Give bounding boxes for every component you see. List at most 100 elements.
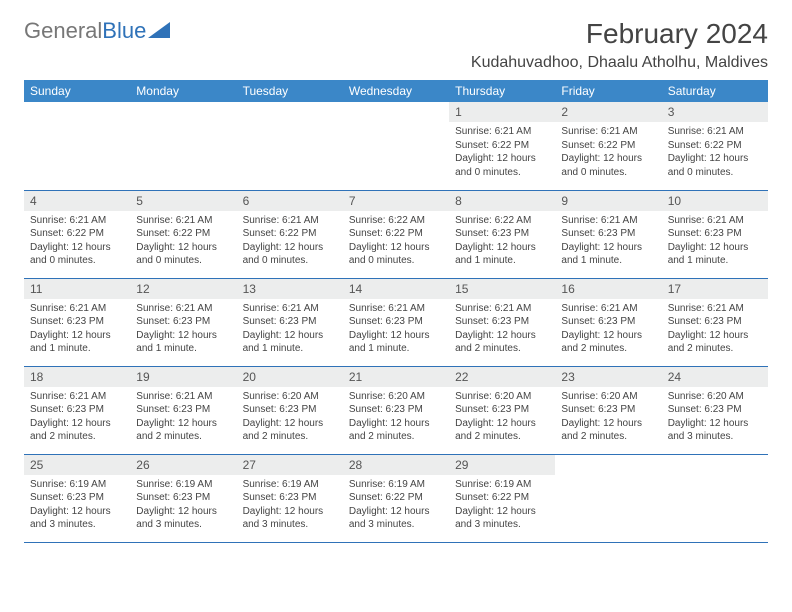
sunset-line: Sunset: 6:22 PM bbox=[668, 139, 762, 153]
daylight-line: Daylight: 12 hours and 3 minutes. bbox=[349, 505, 443, 532]
calendar-day-cell: 22Sunrise: 6:20 AMSunset: 6:23 PMDayligh… bbox=[449, 366, 555, 454]
calendar-day-cell: 20Sunrise: 6:20 AMSunset: 6:23 PMDayligh… bbox=[237, 366, 343, 454]
day-body: Sunrise: 6:19 AMSunset: 6:22 PMDaylight:… bbox=[449, 475, 555, 535]
calendar-day-cell: 14Sunrise: 6:21 AMSunset: 6:23 PMDayligh… bbox=[343, 278, 449, 366]
sunset-line: Sunset: 6:23 PM bbox=[243, 491, 337, 505]
day-number: 13 bbox=[237, 279, 343, 299]
weekday-header: Wednesday bbox=[343, 80, 449, 102]
sunset-line: Sunset: 6:23 PM bbox=[349, 315, 443, 329]
daylight-line: Daylight: 12 hours and 1 minute. bbox=[30, 329, 124, 356]
day-body: Sunrise: 6:22 AMSunset: 6:23 PMDaylight:… bbox=[449, 211, 555, 271]
sunrise-line: Sunrise: 6:21 AM bbox=[136, 214, 230, 228]
day-body: Sunrise: 6:21 AMSunset: 6:23 PMDaylight:… bbox=[24, 387, 130, 447]
daylight-line: Daylight: 12 hours and 2 minutes. bbox=[668, 329, 762, 356]
sunset-line: Sunset: 6:23 PM bbox=[30, 315, 124, 329]
day-number: 2 bbox=[555, 102, 661, 122]
sunset-line: Sunset: 6:22 PM bbox=[30, 227, 124, 241]
daylight-line: Daylight: 12 hours and 2 minutes. bbox=[455, 417, 549, 444]
day-body: Sunrise: 6:21 AMSunset: 6:22 PMDaylight:… bbox=[24, 211, 130, 271]
day-number: 7 bbox=[343, 191, 449, 211]
day-body: Sunrise: 6:20 AMSunset: 6:23 PMDaylight:… bbox=[662, 387, 768, 447]
day-number: 15 bbox=[449, 279, 555, 299]
day-number: 18 bbox=[24, 367, 130, 387]
sunrise-line: Sunrise: 6:19 AM bbox=[136, 478, 230, 492]
sunrise-line: Sunrise: 6:22 AM bbox=[349, 214, 443, 228]
sunrise-line: Sunrise: 6:21 AM bbox=[30, 214, 124, 228]
day-number: 12 bbox=[130, 279, 236, 299]
day-number: 16 bbox=[555, 279, 661, 299]
title-block: February 2024 Kudahuvadhoo, Dhaalu Athol… bbox=[471, 18, 768, 72]
calendar-day-cell: 19Sunrise: 6:21 AMSunset: 6:23 PMDayligh… bbox=[130, 366, 236, 454]
day-body: Sunrise: 6:20 AMSunset: 6:23 PMDaylight:… bbox=[237, 387, 343, 447]
sunset-line: Sunset: 6:23 PM bbox=[561, 227, 655, 241]
sunset-line: Sunset: 6:23 PM bbox=[243, 315, 337, 329]
day-body: Sunrise: 6:19 AMSunset: 6:22 PMDaylight:… bbox=[343, 475, 449, 535]
calendar-day-cell: 8Sunrise: 6:22 AMSunset: 6:23 PMDaylight… bbox=[449, 190, 555, 278]
day-body: Sunrise: 6:21 AMSunset: 6:23 PMDaylight:… bbox=[449, 299, 555, 359]
day-number: 23 bbox=[555, 367, 661, 387]
day-body: Sunrise: 6:21 AMSunset: 6:23 PMDaylight:… bbox=[662, 299, 768, 359]
sunset-line: Sunset: 6:22 PM bbox=[561, 139, 655, 153]
calendar-empty-cell bbox=[555, 454, 661, 542]
sunset-line: Sunset: 6:23 PM bbox=[668, 227, 762, 241]
day-number: 25 bbox=[24, 455, 130, 475]
day-number: 14 bbox=[343, 279, 449, 299]
day-number: 3 bbox=[662, 102, 768, 122]
sunset-line: Sunset: 6:23 PM bbox=[243, 403, 337, 417]
daylight-line: Daylight: 12 hours and 2 minutes. bbox=[30, 417, 124, 444]
day-number: 10 bbox=[662, 191, 768, 211]
daylight-line: Daylight: 12 hours and 3 minutes. bbox=[243, 505, 337, 532]
calendar-day-cell: 15Sunrise: 6:21 AMSunset: 6:23 PMDayligh… bbox=[449, 278, 555, 366]
sunset-line: Sunset: 6:22 PM bbox=[243, 227, 337, 241]
logo-triangle-icon bbox=[148, 22, 170, 40]
day-body: Sunrise: 6:21 AMSunset: 6:23 PMDaylight:… bbox=[130, 387, 236, 447]
brand-part2: Blue bbox=[102, 18, 146, 44]
sunrise-line: Sunrise: 6:22 AM bbox=[455, 214, 549, 228]
sunset-line: Sunset: 6:23 PM bbox=[136, 491, 230, 505]
daylight-line: Daylight: 12 hours and 1 minute. bbox=[668, 241, 762, 268]
sunrise-line: Sunrise: 6:21 AM bbox=[561, 125, 655, 139]
sunrise-line: Sunrise: 6:21 AM bbox=[243, 214, 337, 228]
calendar-day-cell: 27Sunrise: 6:19 AMSunset: 6:23 PMDayligh… bbox=[237, 454, 343, 542]
sunrise-line: Sunrise: 6:19 AM bbox=[30, 478, 124, 492]
day-body: Sunrise: 6:21 AMSunset: 6:23 PMDaylight:… bbox=[237, 299, 343, 359]
day-number: 6 bbox=[237, 191, 343, 211]
calendar-empty-cell bbox=[343, 102, 449, 190]
daylight-line: Daylight: 12 hours and 0 minutes. bbox=[349, 241, 443, 268]
weekday-header: Tuesday bbox=[237, 80, 343, 102]
day-body: Sunrise: 6:20 AMSunset: 6:23 PMDaylight:… bbox=[555, 387, 661, 447]
sunset-line: Sunset: 6:23 PM bbox=[668, 315, 762, 329]
calendar-table: SundayMondayTuesdayWednesdayThursdayFrid… bbox=[24, 80, 768, 543]
day-number: 1 bbox=[449, 102, 555, 122]
daylight-line: Daylight: 12 hours and 2 minutes. bbox=[561, 417, 655, 444]
weekday-header: Friday bbox=[555, 80, 661, 102]
calendar-day-cell: 25Sunrise: 6:19 AMSunset: 6:23 PMDayligh… bbox=[24, 454, 130, 542]
daylight-line: Daylight: 12 hours and 2 minutes. bbox=[455, 329, 549, 356]
day-number: 28 bbox=[343, 455, 449, 475]
month-title: February 2024 bbox=[471, 18, 768, 50]
daylight-line: Daylight: 12 hours and 1 minute. bbox=[349, 329, 443, 356]
daylight-line: Daylight: 12 hours and 1 minute. bbox=[136, 329, 230, 356]
sunrise-line: Sunrise: 6:20 AM bbox=[455, 390, 549, 404]
calendar-week-row: 11Sunrise: 6:21 AMSunset: 6:23 PMDayligh… bbox=[24, 278, 768, 366]
sunrise-line: Sunrise: 6:21 AM bbox=[668, 214, 762, 228]
day-body: Sunrise: 6:19 AMSunset: 6:23 PMDaylight:… bbox=[130, 475, 236, 535]
calendar-day-cell: 21Sunrise: 6:20 AMSunset: 6:23 PMDayligh… bbox=[343, 366, 449, 454]
calendar-body: 1Sunrise: 6:21 AMSunset: 6:22 PMDaylight… bbox=[24, 102, 768, 542]
calendar-day-cell: 23Sunrise: 6:20 AMSunset: 6:23 PMDayligh… bbox=[555, 366, 661, 454]
daylight-line: Daylight: 12 hours and 3 minutes. bbox=[136, 505, 230, 532]
sunset-line: Sunset: 6:23 PM bbox=[455, 315, 549, 329]
calendar-day-cell: 11Sunrise: 6:21 AMSunset: 6:23 PMDayligh… bbox=[24, 278, 130, 366]
day-number: 26 bbox=[130, 455, 236, 475]
sunrise-line: Sunrise: 6:21 AM bbox=[30, 390, 124, 404]
calendar-week-row: 25Sunrise: 6:19 AMSunset: 6:23 PMDayligh… bbox=[24, 454, 768, 542]
daylight-line: Daylight: 12 hours and 0 minutes. bbox=[136, 241, 230, 268]
sunset-line: Sunset: 6:23 PM bbox=[136, 315, 230, 329]
sunset-line: Sunset: 6:22 PM bbox=[349, 491, 443, 505]
day-body: Sunrise: 6:20 AMSunset: 6:23 PMDaylight:… bbox=[449, 387, 555, 447]
sunrise-line: Sunrise: 6:21 AM bbox=[668, 125, 762, 139]
day-number: 21 bbox=[343, 367, 449, 387]
sunrise-line: Sunrise: 6:21 AM bbox=[668, 302, 762, 316]
sunset-line: Sunset: 6:23 PM bbox=[30, 403, 124, 417]
calendar-day-cell: 9Sunrise: 6:21 AMSunset: 6:23 PMDaylight… bbox=[555, 190, 661, 278]
